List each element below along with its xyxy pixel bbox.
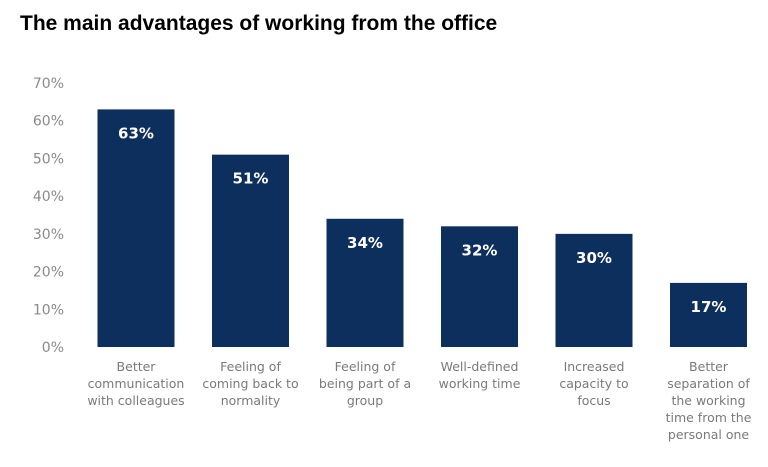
bar xyxy=(670,282,747,347)
bar xyxy=(212,154,289,347)
category-label-line: Feeling of xyxy=(335,359,396,374)
bar xyxy=(555,233,633,347)
y-tick-label: 0% xyxy=(42,340,64,356)
bar-value-label: 32% xyxy=(462,241,498,259)
category-label-line: Well-defined xyxy=(441,359,519,374)
bar-value-label: 34% xyxy=(347,234,383,252)
category-label-line: time from the xyxy=(666,410,752,425)
category-label-line: group xyxy=(347,393,383,408)
bar xyxy=(326,218,404,347)
y-tick-label: 50% xyxy=(33,151,64,167)
category-label-line: being part of a xyxy=(319,376,411,391)
category-label-line: separation of xyxy=(667,376,750,391)
bar-value-label: 51% xyxy=(233,170,269,188)
y-tick-label: 60% xyxy=(33,114,64,130)
category-label: Better separation of the working time from … xyxy=(666,359,752,442)
y-tick-label: 20% xyxy=(33,265,64,281)
chart-title: The main advantages of working from the … xyxy=(20,12,498,35)
category-label-line: Increased xyxy=(564,359,625,374)
category-label: Feeling of being part of a group xyxy=(319,359,411,408)
y-tick-label: 70% xyxy=(33,76,64,92)
category-label-line: with colleagues xyxy=(87,393,184,408)
category-label-line: Feeling of xyxy=(220,359,281,374)
y-tick-label: 10% xyxy=(33,302,64,318)
category-label: Well-defined working time xyxy=(439,359,521,391)
y-tick-label: 40% xyxy=(33,189,64,205)
category-label-line: the working xyxy=(671,393,745,408)
category-label: Feeling of coming back to normality xyxy=(202,359,298,408)
category-label-line: personal one xyxy=(668,427,750,442)
bar-value-label: 17% xyxy=(691,298,727,316)
category-label-line: focus xyxy=(577,393,610,408)
category-label-line: coming back to xyxy=(202,376,298,391)
category-label-line: communication xyxy=(88,376,185,391)
category-label-line: normality xyxy=(221,393,281,408)
category-label: Better communication with colleagues xyxy=(87,359,184,408)
category-label-line: working time xyxy=(439,376,521,391)
y-tick-label: 30% xyxy=(33,227,64,243)
bar-value-label: 30% xyxy=(576,249,612,267)
bar-value-label: 63% xyxy=(118,124,154,142)
category-label-line: Better xyxy=(689,359,729,374)
category-label-line: capacity to xyxy=(559,376,628,391)
bar xyxy=(97,109,175,348)
bar xyxy=(441,226,518,347)
category-label: Increased capacity to focus xyxy=(559,359,628,408)
category-label-line: Better xyxy=(117,359,157,374)
